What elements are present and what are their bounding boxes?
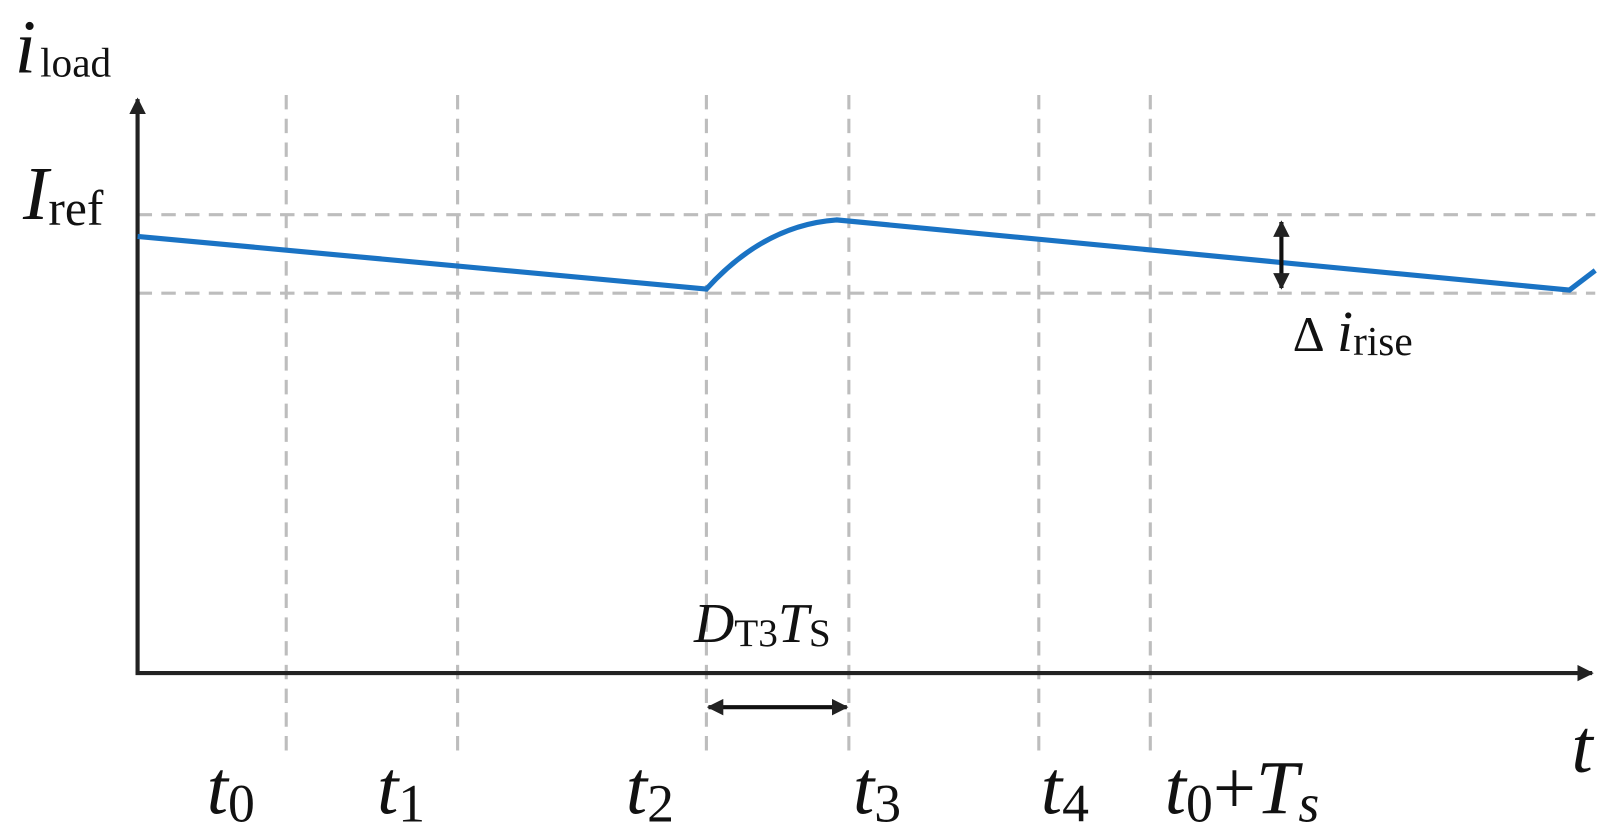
time-label: t4: [1041, 745, 1089, 830]
time-label-part: 3: [874, 774, 901, 830]
time-label-part: T: [1256, 745, 1303, 830]
time-label-part: 1: [398, 774, 425, 830]
time-label: t2: [626, 745, 674, 830]
time-label-part: s: [1298, 774, 1319, 830]
time-label: t0: [207, 745, 255, 830]
time-label-part: t: [1041, 745, 1064, 830]
time-label-part: +: [1213, 745, 1256, 830]
interval-label: DT3TS: [693, 593, 831, 655]
time-label-part: t: [207, 745, 230, 830]
time-label-part: t: [626, 745, 649, 830]
y-axis-label: i load: [15, 4, 112, 89]
time-label: t3: [853, 745, 901, 830]
time-label-part: t: [377, 745, 400, 830]
reference-label: Iref: [22, 151, 104, 236]
time-label-part: t: [853, 745, 876, 830]
time-labels: t0 t1 t2 t3 t4 t0+Ts: [207, 745, 1320, 830]
time-label-part: t: [1165, 745, 1188, 830]
time-label: t1: [377, 745, 425, 830]
load-current-curve: [137, 217, 1597, 293]
time-label: t0+Ts: [1165, 745, 1320, 830]
time-label-part: 0: [1186, 774, 1213, 830]
grid: [137, 94, 1596, 759]
x-axis-label: t: [1571, 704, 1594, 789]
time-label-part: 0: [228, 774, 255, 830]
time-label-part: 4: [1062, 774, 1089, 830]
time-label-part: 2: [647, 774, 674, 830]
